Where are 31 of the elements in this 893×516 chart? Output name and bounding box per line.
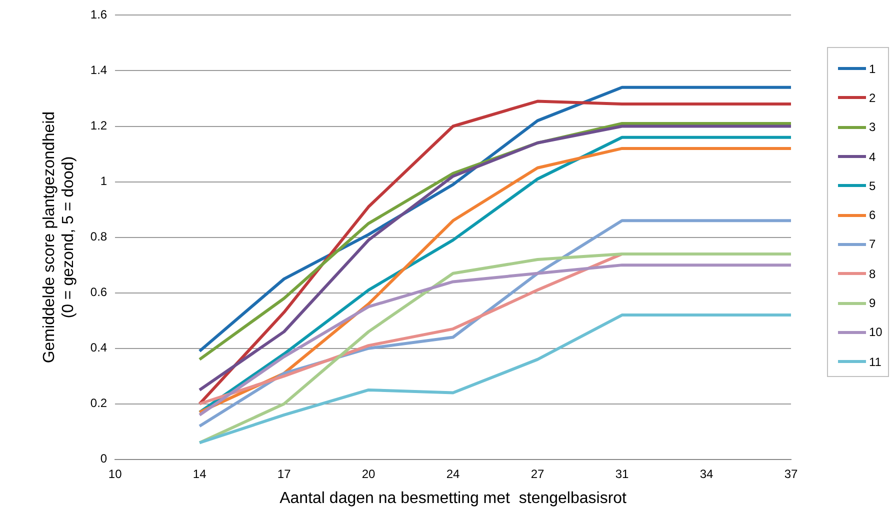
legend-label: 10	[869, 325, 882, 340]
legend-label: 2	[869, 90, 876, 105]
y-tick-label: 0.8	[90, 230, 108, 244]
x-axis-title: Aantal dagen na besmetting met stengelbasisrot	[280, 490, 628, 507]
legend-label: 7	[869, 237, 876, 252]
legend-label: 5	[869, 178, 876, 193]
legend-label: 1	[869, 62, 876, 76]
y-axis-title: Gemiddelde score plantgezondheid (0 = gezond, 5 = dood)	[41, 111, 78, 364]
legend-label: 8	[869, 266, 876, 281]
legend-label: 3	[869, 120, 876, 134]
x-tick-label: 14	[192, 466, 207, 481]
legend-label: 9	[869, 296, 876, 310]
y-tick-label: 0	[100, 452, 108, 466]
x-tick-label: 31	[615, 466, 630, 481]
y-tick-label: 1.6	[90, 8, 108, 22]
y-tick-label: 0.4	[90, 340, 108, 355]
x-tick-label: 24	[446, 466, 460, 481]
y-tick-label: 0.2	[90, 396, 108, 410]
x-tick-label: 34	[700, 466, 714, 481]
y-tick-label: 1	[100, 174, 108, 188]
y-tick-label: 1.4	[90, 63, 108, 78]
x-tick-label: 17	[277, 466, 292, 481]
x-tick-label: 10	[108, 466, 122, 481]
x-tick-label: 37	[784, 466, 798, 481]
legend-label: 11	[869, 354, 882, 369]
y-tick-label: 0.6	[90, 285, 108, 300]
legend-label: 6	[869, 208, 876, 222]
x-tick-label: 27	[530, 466, 545, 481]
x-tick-label: 20	[362, 466, 376, 481]
legend-label: 4	[869, 150, 876, 164]
y-tick-label: 1.2	[90, 118, 108, 133]
